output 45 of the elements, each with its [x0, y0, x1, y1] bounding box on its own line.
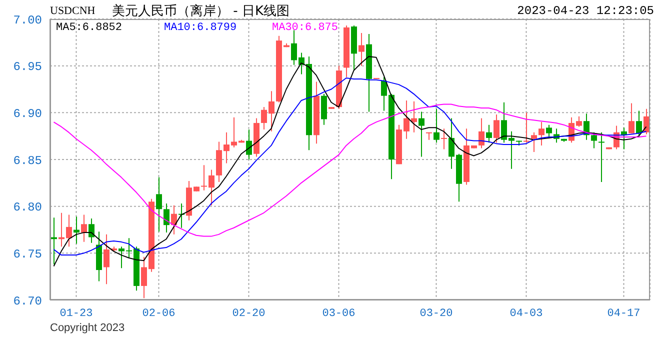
x-tick-label: 02-06: [142, 308, 176, 320]
candlestick: [156, 176, 162, 232]
candlestick: [164, 203, 170, 234]
candlestick: [441, 128, 447, 150]
x-tick-label: 03-20: [420, 308, 453, 320]
text: MA30:6.875: [272, 22, 338, 34]
text: MA10:6.8799: [164, 22, 237, 34]
text: MA5:6.8852: [56, 22, 122, 34]
candlestick: [321, 93, 327, 126]
candlestick: [494, 114, 500, 144]
candlestick: [546, 124, 552, 138]
x-tick-label: 04-03: [510, 308, 543, 320]
y-tick-label: 6.90: [13, 106, 42, 121]
y-tick-label: 7.00: [13, 13, 42, 28]
x-tick-label: 03-06: [322, 308, 356, 320]
candlestick: [418, 111, 424, 158]
candlestick: [478, 118, 484, 149]
y-tick-label: 6.70: [13, 294, 42, 308]
y-tick-label: 6.75: [13, 247, 42, 262]
candlestick: [531, 132, 537, 153]
candlestick: [538, 122, 544, 146]
candlestick: [246, 129, 252, 160]
chart-title: 美元人民币（离岸） - 日K线图: [112, 3, 290, 20]
candlestick: [51, 217, 57, 265]
y-tick-label: 6.95: [13, 60, 42, 74]
chart-subtitle: USDCNH: [50, 5, 96, 17]
text: 2023-04-23 12:23:05: [517, 4, 654, 18]
candlestick: [591, 132, 597, 149]
candlestick: [81, 214, 87, 242]
candlestick: [88, 218, 94, 244]
y-tick-label: 6.85: [13, 154, 42, 168]
candlestick: [524, 112, 530, 144]
candlestick: [636, 110, 642, 138]
candlestick: [486, 124, 492, 144]
candlestick: [628, 102, 634, 134]
candlestick: [74, 216, 80, 244]
candlestick: [434, 108, 440, 144]
candlestick: [598, 132, 604, 182]
x-tick-label: 02-20: [232, 308, 266, 320]
text: Copyright 2023: [50, 322, 125, 334]
candlestick: [358, 32, 364, 66]
x-tick-label: 04-17: [607, 308, 640, 320]
line-series: [53, 104, 647, 237]
x-tick-label: 01-23: [60, 308, 93, 320]
y-tick-label: 6.80: [13, 200, 42, 215]
